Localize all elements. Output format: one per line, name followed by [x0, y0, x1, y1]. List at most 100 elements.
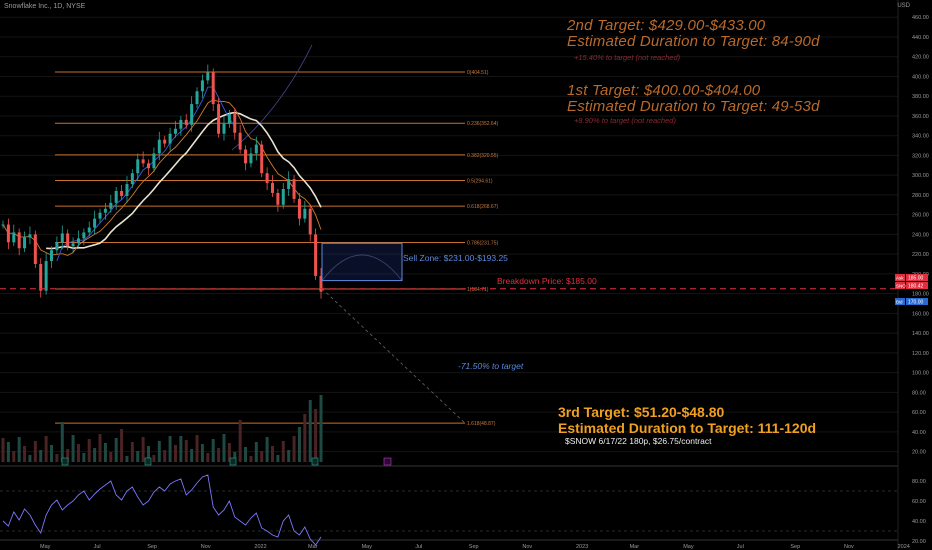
candle-body: [60, 233, 64, 243]
candle-body: [76, 238, 80, 244]
volume-bar: [168, 436, 172, 462]
volume-bar: [195, 435, 199, 462]
projection-lines: [231, 44, 466, 424]
candle-body: [206, 72, 210, 81]
candle-body: [314, 234, 318, 276]
price-tick-label: 20.00: [912, 450, 926, 456]
earnings-marker: [144, 457, 152, 466]
price-tick-label: 140.00: [912, 331, 929, 337]
price-tick-label: 40.00: [912, 430, 926, 436]
volume-bar: [50, 445, 54, 462]
symbol-header: Snowflake Inc., 1D, NYSE: [4, 3, 86, 10]
target1-note: +8.90% to target (not reached): [574, 116, 676, 125]
fibonacci-levels: 0(404.51) 0.236(352.64) 0.382(320.55) 0.5(2…: [55, 70, 498, 427]
volume-bar: [238, 420, 242, 462]
volume-bars: [1, 395, 323, 462]
candle-body: [308, 208, 312, 235]
price-tag-value-box: [906, 274, 928, 281]
volume-bar: [222, 434, 226, 462]
candle-body: [71, 243, 75, 247]
volume-bar: [287, 450, 291, 462]
fib-label: 0.618(268.67): [467, 204, 498, 210]
target1-duration: Estimated Duration to Target: 49-53d: [567, 98, 820, 115]
candle-body: [12, 232, 16, 243]
volume-bar: [55, 454, 59, 462]
volume-bar: [120, 429, 124, 462]
time-tick-label: Sep: [147, 544, 157, 550]
volume-bar: [98, 434, 102, 462]
price-tick-label: 360.00: [912, 114, 929, 120]
time-tick-label: Mar: [308, 544, 318, 550]
candle-body: [184, 119, 188, 125]
volume-bar: [292, 436, 296, 462]
volume-bar: [1, 438, 5, 462]
price-tick-label: 320.00: [912, 153, 929, 159]
volume-bar: [190, 449, 194, 462]
candle-body: [190, 104, 194, 125]
candle-body: [141, 159, 145, 164]
fib-label: 0.786(231.75): [467, 241, 498, 247]
candle-body: [66, 233, 70, 247]
volume-bar: [39, 450, 43, 462]
time-tick-label: Jul: [415, 544, 422, 550]
volume-bar: [93, 448, 97, 462]
time-axis: May Jul Sep Nov 2022 Mar May Jul Sep Nov 2023 Mar Ma…: [40, 544, 910, 550]
price-tick-label: 180.00: [912, 292, 929, 298]
candle-body: [82, 232, 86, 239]
volume-bar: [173, 445, 177, 462]
price-tag-label: Bid: [896, 300, 903, 305]
volume-bar: [314, 409, 318, 462]
dividend-marker: [383, 457, 392, 466]
volume-bar: [184, 440, 188, 462]
time-tick-label: Jul: [737, 544, 744, 550]
candle-body: [1, 224, 5, 226]
time-tick-label: Jul: [94, 544, 101, 550]
volume-bar: [71, 435, 75, 462]
fib-label: 0(404.51): [467, 70, 489, 76]
candle-body: [87, 227, 91, 233]
volume-bar: [303, 414, 307, 462]
candle-body: [23, 237, 27, 249]
price-tick-label: 460.00: [912, 15, 929, 21]
volume-bar: [33, 441, 37, 462]
volume-bar: [82, 453, 86, 462]
candle-body: [179, 119, 183, 129]
candle-body: [244, 149, 248, 164]
candle-body: [39, 264, 43, 291]
candle-body: [114, 190, 118, 203]
volume-bar: [109, 452, 113, 462]
volume-bar: [233, 452, 237, 462]
volume-bar: [200, 444, 204, 462]
down-target-label: -71.50% to target: [458, 361, 524, 371]
time-tick-label: Mar: [630, 544, 640, 550]
fib-label: 1.618(48.87): [467, 421, 496, 427]
fib-label: 1(184.71): [467, 287, 489, 293]
volume-bar: [44, 436, 48, 462]
candle-body: [17, 232, 21, 249]
price-tick-label: 260.00: [912, 213, 929, 219]
upside-projection: [231, 44, 313, 151]
candle-body: [195, 91, 199, 105]
price-tag-label-box: [895, 282, 905, 289]
rsi-tick-label: 80.00: [912, 479, 926, 485]
volume-bar: [249, 456, 253, 462]
price-tag-value-box: [906, 298, 928, 305]
candle-body: [211, 72, 215, 105]
price-tick-label: 160.00: [912, 311, 929, 317]
volume-bar: [276, 455, 280, 462]
candle-body: [98, 212, 102, 219]
volume-bar: [281, 441, 285, 462]
candle-body: [93, 218, 97, 228]
candle-body: [33, 234, 37, 265]
volume-bar: [217, 448, 221, 462]
volume-bar: [125, 456, 129, 462]
earnings-markers: [61, 457, 392, 466]
sell-zone-box: [321, 242, 403, 282]
volume-bar: [265, 437, 269, 462]
ma-20-line: [56, 86, 236, 262]
candle-body: [217, 104, 221, 134]
candle-body: [44, 261, 48, 291]
candle-body: [276, 192, 280, 205]
